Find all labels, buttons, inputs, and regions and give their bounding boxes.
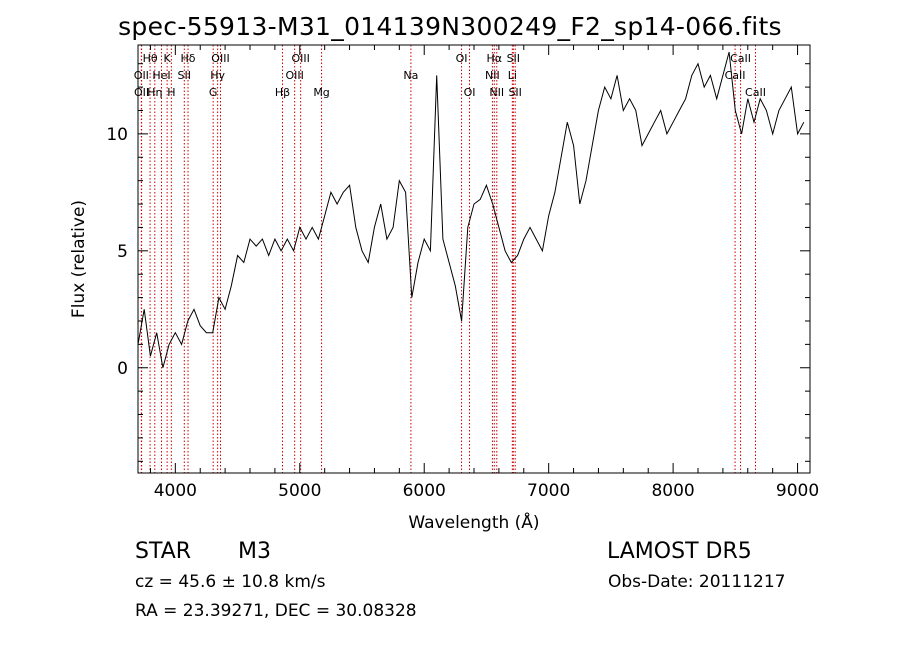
- obs-date: Obs-Date: 20111217: [608, 572, 786, 592]
- x-tick-label: 5000: [278, 481, 321, 501]
- line-label: OI: [464, 86, 476, 99]
- line-label: CaII: [730, 52, 751, 65]
- line-label: K: [164, 52, 172, 65]
- line-label: NII: [485, 69, 500, 82]
- line-label: NII: [489, 86, 504, 99]
- line-label: SII: [507, 52, 520, 65]
- line-label: OII: [134, 69, 149, 82]
- line-label: SII: [508, 86, 521, 99]
- line-label: OI: [456, 52, 468, 65]
- coordinates: RA = 23.39271, DEC = 30.08328: [135, 601, 417, 621]
- line-label: Na: [403, 69, 418, 82]
- line-label: CaII: [745, 86, 766, 99]
- line-label: OIII: [291, 52, 309, 65]
- chart-title: spec-55913-M31_014139N300249_F2_sp14-066…: [118, 12, 782, 41]
- line-label: Li: [508, 69, 517, 82]
- line-label: HeI: [152, 69, 170, 82]
- x-tick-label: 4000: [154, 481, 197, 501]
- line-label: OIII: [211, 52, 229, 65]
- line-label: OIII: [285, 69, 303, 82]
- line-label: CaII: [725, 69, 746, 82]
- line-label: Hβ: [275, 86, 290, 99]
- y-tick-label: 0: [117, 359, 128, 379]
- line-label: H: [167, 86, 175, 99]
- redshift-readout: cz = 45.6 ± 10.8 km/s: [135, 572, 326, 592]
- line-label: Hγ: [210, 69, 225, 82]
- x-tick-label: 8000: [651, 481, 694, 501]
- line-markers: [140, 45, 756, 473]
- x-tick-label: 9000: [776, 481, 819, 501]
- line-label: G: [209, 86, 218, 99]
- line-label: SII: [178, 69, 191, 82]
- x-axis: 4000 5000 6000 7000 8000 9000: [149, 45, 819, 501]
- line-label: Mg: [313, 86, 329, 99]
- line-label: Hθ: [143, 52, 158, 65]
- x-tick-label: 6000: [403, 481, 446, 501]
- y-tick-label: 10: [106, 125, 128, 145]
- line-label: Hη: [147, 86, 162, 99]
- x-axis-label: Wavelength (Å): [408, 511, 539, 533]
- object-type: STAR: [135, 539, 192, 564]
- line-label: Hα: [487, 52, 503, 65]
- y-axis-label: Flux (relative): [69, 200, 89, 318]
- y-tick-label: 5: [117, 242, 128, 262]
- object-name: M3: [238, 539, 271, 564]
- survey-name: LAMOST DR5: [607, 539, 752, 564]
- line-labels: Hθ K Hδ OIII OIII OI Hα SII CaII OII HeI SII Hγ OIII N…: [134, 52, 766, 99]
- spectrum-line: [137, 51, 805, 368]
- line-label: Hδ: [181, 52, 196, 65]
- plot-frame: [137, 44, 811, 474]
- x-tick-label: 7000: [527, 481, 570, 501]
- y-axis: 0 5 10: [106, 63, 810, 462]
